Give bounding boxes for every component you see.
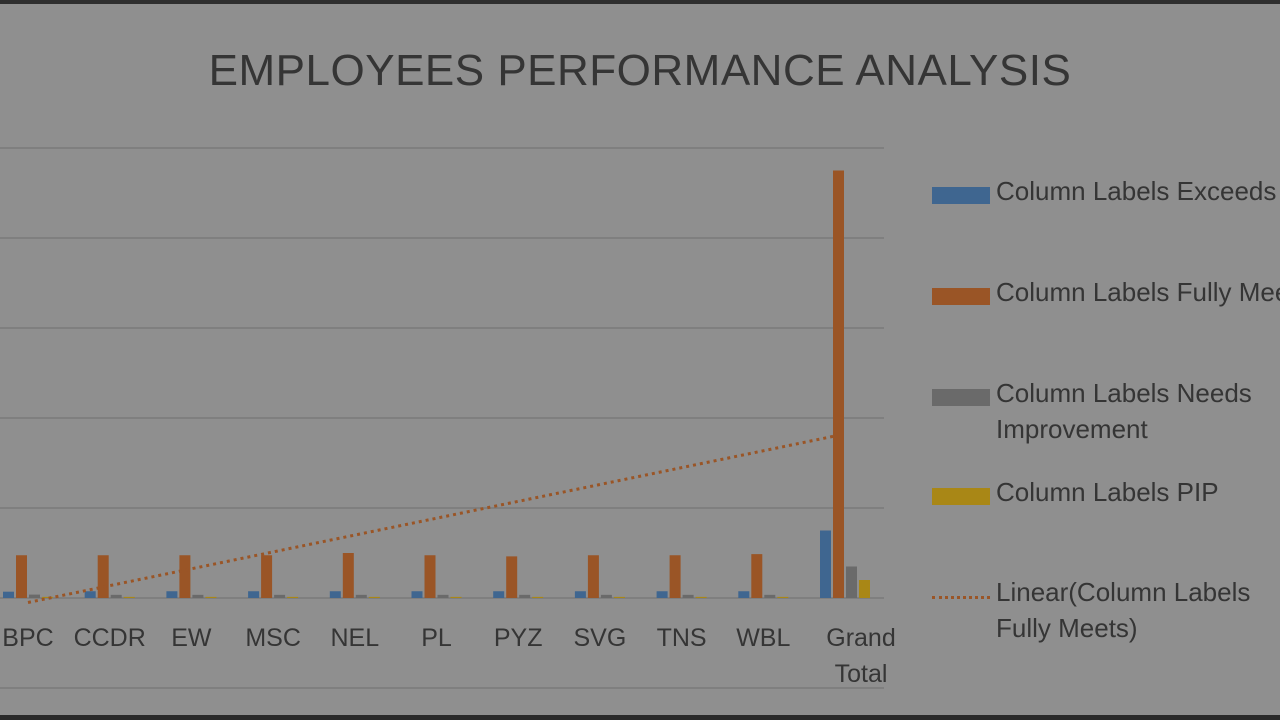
legend-swatch-needs-improvement — [932, 389, 990, 406]
bar-column-labels-pip-pl — [450, 596, 462, 598]
bar-column-labels-fully-meets-grand-total — [833, 170, 844, 598]
bottom-edge — [0, 715, 1280, 720]
bar-column-labels-fully-meets-msc — [261, 555, 273, 598]
bar-column-labels-fully-meets-nel — [342, 553, 354, 598]
bar-column-labels-pip-msc — [287, 596, 299, 598]
bar-column-labels-exceeds-pyz — [493, 591, 505, 598]
chart-plot-area: BPC CCDR EW MSC NEL PL PYZ SVG TNS WBL Grand Total — [0, 147, 896, 689]
bar-column-labels-pip-bpc — [42, 596, 53, 598]
bar-column-labels-exceeds-svg — [574, 591, 586, 598]
chart-frame: EMPLOYEES PERFORMANCE ANALYSIS BPC CCDR EW… — [0, 4, 1280, 718]
bar-column-labels-needs-improvement-pyz — [519, 594, 531, 598]
legend-label-trendline: Linear(Column Labels Fully Meets) — [996, 577, 1258, 643]
bar-column-labels-needs-improvement-tns — [682, 594, 694, 598]
bar-column-labels-fully-meets-svg — [587, 555, 599, 598]
trendline — [27, 434, 836, 604]
bar-column-labels-fully-meets-pl — [424, 555, 436, 598]
bar-column-labels-pip-ew — [205, 596, 217, 598]
bar-column-labels-needs-improvement-ew — [192, 594, 204, 598]
bar-column-labels-exceeds-pl — [411, 591, 423, 598]
bar-column-labels-exceeds-tns — [656, 591, 668, 598]
bar-column-labels-fully-meets-ccdr — [97, 555, 109, 598]
bar-column-labels-pip-ccdr — [123, 596, 135, 598]
x-tick-label: TNS — [657, 624, 707, 652]
legend-swatch-pip — [932, 488, 990, 505]
x-tick-label: EW — [171, 624, 212, 652]
x-tick-label: MSC — [245, 624, 301, 652]
bar-column-labels-exceeds-grand-total — [820, 530, 831, 598]
bar-column-labels-exceeds-msc — [248, 591, 260, 598]
legend-label-pip: Column Labels PIP — [996, 477, 1219, 507]
legend-label-fully-meets: Column Labels Fully Meets — [996, 277, 1280, 307]
bar-column-labels-fully-meets-wbl — [751, 554, 763, 598]
legend-label-exceeds: Column Labels Exceeds — [996, 176, 1277, 206]
bar-column-labels-fully-meets-ew — [179, 555, 191, 598]
bar-column-labels-needs-improvement-svg — [600, 594, 612, 598]
bar-column-labels-exceeds-wbl — [738, 591, 750, 598]
x-tick-label: NEL — [330, 624, 379, 652]
bar-column-labels-fully-meets-bpc — [16, 555, 27, 598]
bar-column-labels-fully-meets-tns — [669, 555, 681, 598]
x-tick-label: Total — [835, 660, 888, 688]
x-tick-label: Grand — [826, 624, 895, 652]
bar-column-labels-pip-nel — [368, 596, 380, 598]
legend-swatch-fully-meets — [932, 288, 990, 305]
bar-column-labels-needs-improvement-msc — [274, 594, 286, 598]
bar-column-labels-needs-improvement-wbl — [764, 594, 776, 598]
bar-column-labels-pip-svg — [613, 596, 625, 598]
legend-swatch-exceeds — [932, 187, 990, 204]
bar-column-labels-exceeds-nel — [329, 591, 341, 598]
bar-column-labels-exceeds-ew — [166, 591, 178, 598]
bar-column-labels-needs-improvement-grand-total — [846, 566, 857, 598]
bar-column-labels-needs-improvement-ccdr — [110, 594, 122, 598]
legend-label-needs-improvement: Column Labels Needs Improvement — [996, 378, 1260, 444]
bar-column-labels-exceeds-ccdr — [84, 591, 96, 598]
chart-title: EMPLOYEES PERFORMANCE ANALYSIS — [208, 46, 1072, 95]
legend-swatch-trendline — [932, 596, 990, 599]
x-tick-label: WBL — [736, 624, 790, 652]
x-tick-label: PL — [421, 624, 452, 652]
x-tick-label: CCDR — [74, 624, 146, 652]
bar-column-labels-needs-improvement-pl — [437, 594, 449, 598]
bar-column-labels-exceeds-bpc — [3, 591, 14, 598]
chart-legend: Column Labels Exceeds Column Labels Full… — [928, 4, 1280, 718]
bar-column-labels-needs-improvement-bpc — [29, 594, 40, 598]
bar-column-labels-fully-meets-pyz — [506, 556, 518, 598]
bar-column-labels-pip-wbl — [777, 596, 789, 598]
bar-column-labels-pip-tns — [695, 596, 707, 598]
bar-column-labels-pip-pyz — [532, 596, 544, 598]
x-tick-label: SVG — [574, 624, 627, 652]
x-tick-label: PYZ — [494, 624, 543, 652]
bar-column-labels-needs-improvement-nel — [355, 594, 367, 598]
x-tick-label: BPC — [2, 624, 53, 652]
bar-column-labels-pip-grand-total — [859, 580, 870, 598]
